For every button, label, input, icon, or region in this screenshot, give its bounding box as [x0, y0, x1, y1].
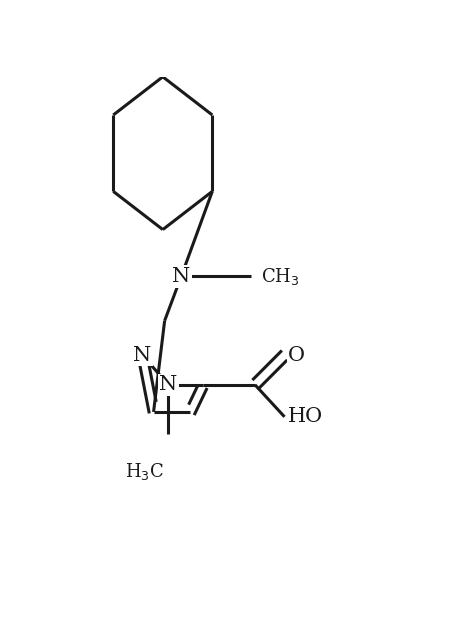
Text: HO: HO: [288, 407, 323, 426]
Text: H$_3$C: H$_3$C: [125, 461, 164, 482]
Text: N: N: [172, 267, 190, 286]
Text: CH$_3$: CH$_3$: [260, 266, 299, 287]
Text: O: O: [288, 346, 305, 365]
Text: N: N: [133, 346, 152, 365]
Text: N: N: [159, 375, 178, 394]
